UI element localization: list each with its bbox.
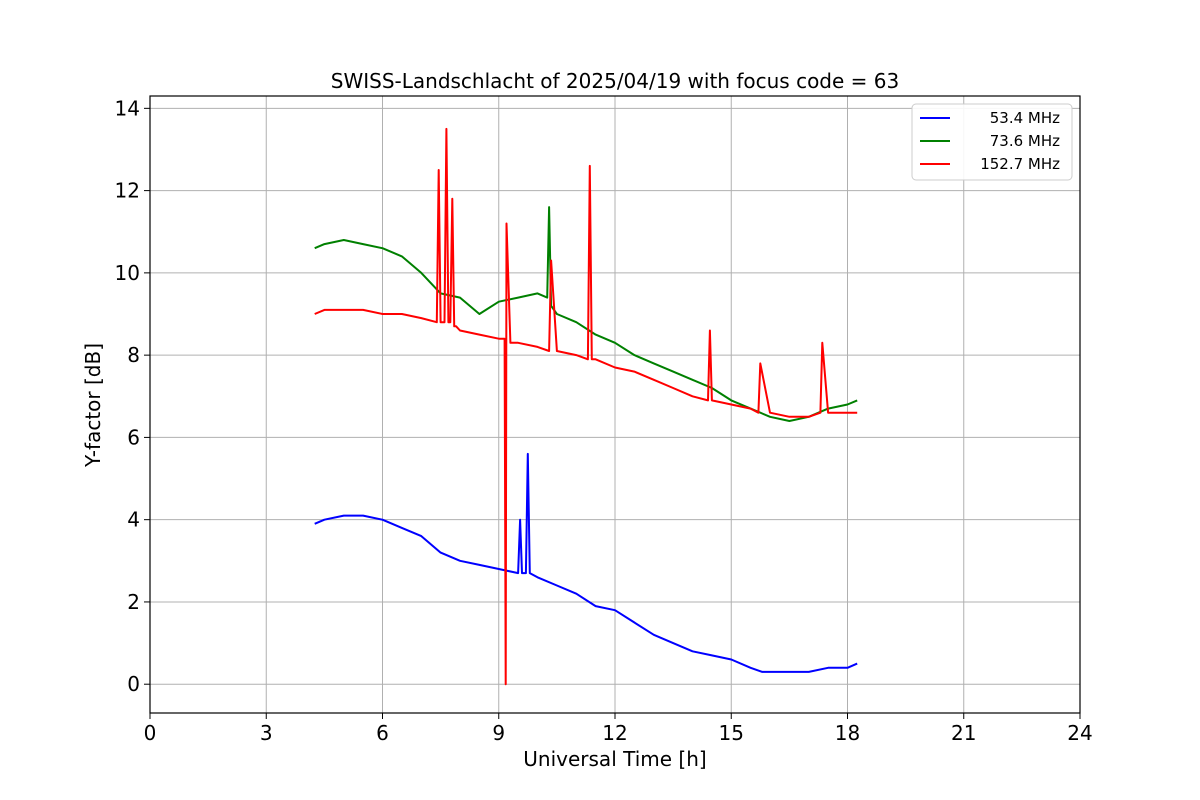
x-tick-label: 9 [492,721,505,745]
y-tick-label: 0 [127,672,140,696]
x-tick-label: 24 [1067,721,1092,745]
x-tick-label: 21 [951,721,976,745]
x-axis-label: Universal Time [h] [523,747,706,771]
y-tick-label: 6 [127,425,140,449]
series-line-2 [314,127,858,686]
legend: 53.4 MHz 73.6 MHz 152.7 MHz [911,103,1073,181]
y-tick-label: 12 [115,179,140,203]
legend-entry: 73.6 MHz [990,132,1060,150]
y-tick-label: 14 [115,96,140,120]
y-tick-label: 4 [127,508,140,532]
x-tick-label: 6 [376,721,389,745]
series-line-1 [314,206,858,422]
y-tick-label: 2 [127,590,140,614]
x-tick-label: 15 [719,721,744,745]
legend-entry: 152.7 MHz [980,155,1060,173]
y-tick-label: 10 [115,261,140,285]
x-tick-label: 3 [260,721,273,745]
x-tick-label: 0 [144,721,157,745]
y-tick-label: 8 [127,343,140,367]
x-tick-label: 18 [835,721,860,745]
series-group [314,127,858,686]
x-tick-label: 12 [602,721,627,745]
legend-box [911,103,1073,181]
legend-entry: 53.4 MHz [990,109,1060,127]
chart-title: SWISS-Landschlacht of 2025/04/19 with fo… [331,69,899,93]
series-line-0 [314,452,858,673]
y-axis-label: Y-factor [dB] [81,343,105,468]
